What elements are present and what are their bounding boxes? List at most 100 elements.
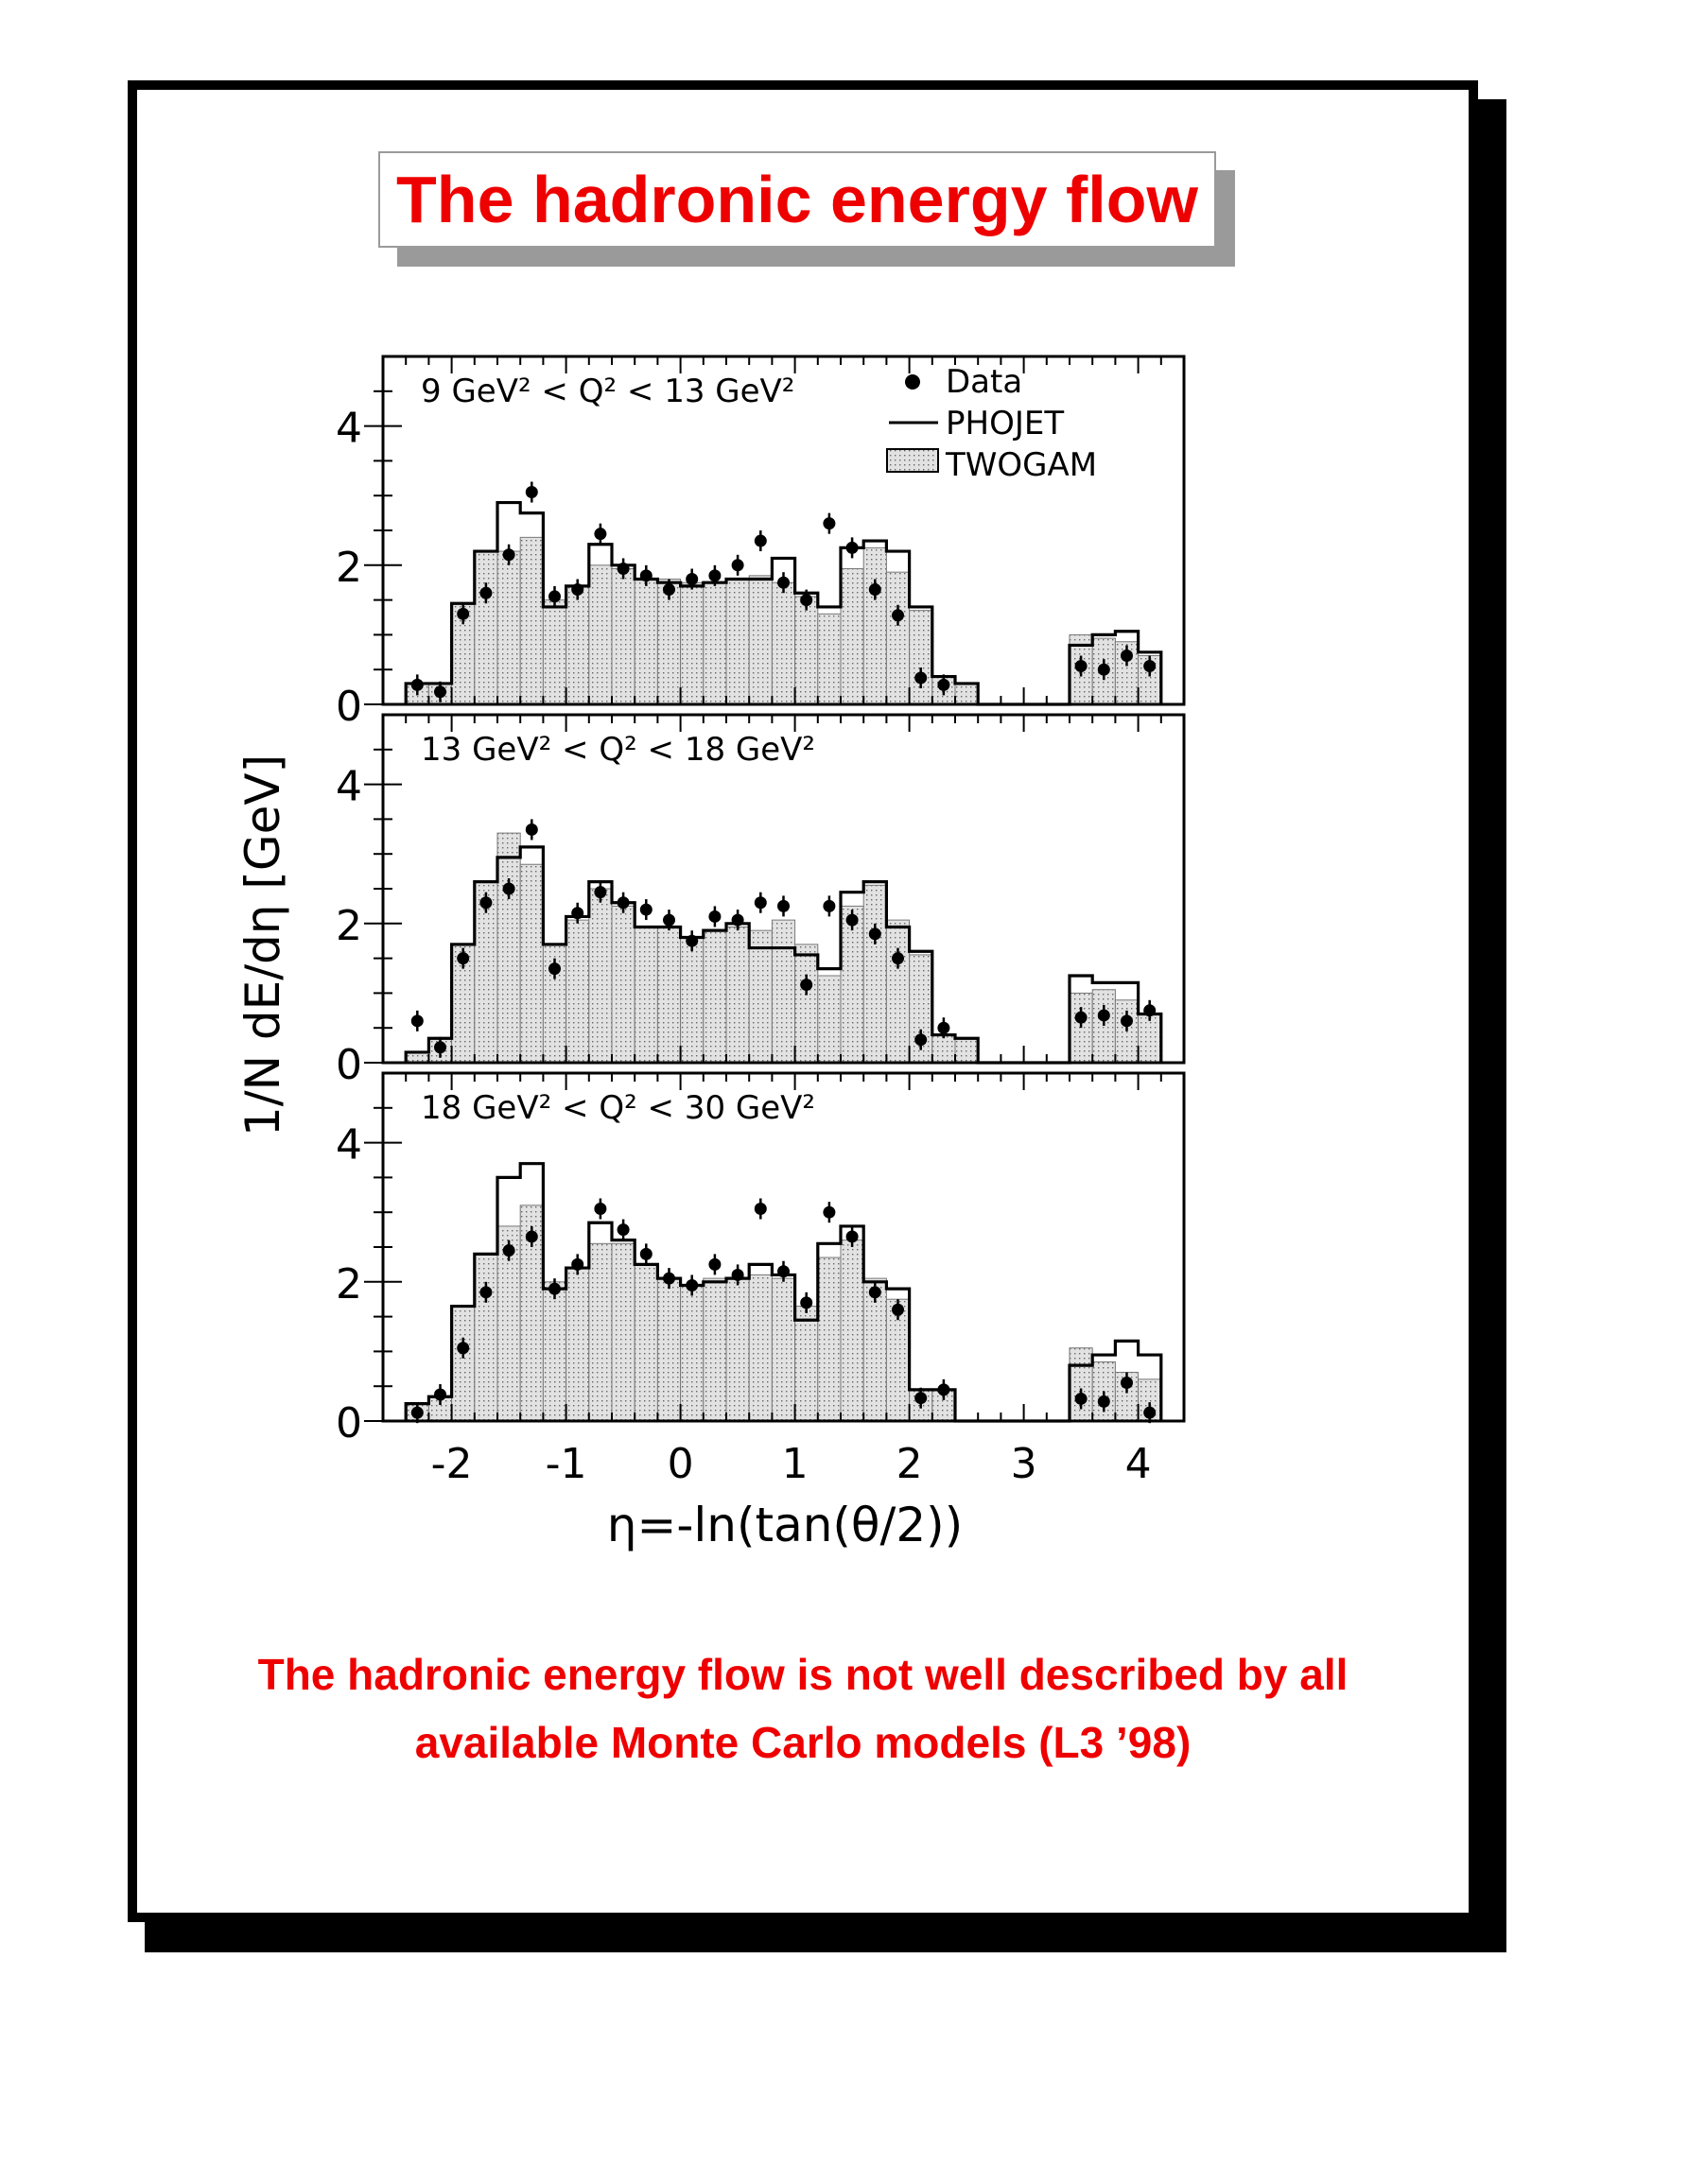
data-point — [1121, 1377, 1133, 1390]
data-point — [639, 569, 653, 582]
twogam-bar — [771, 1277, 796, 1422]
data-point — [731, 1268, 744, 1281]
data-point — [686, 934, 699, 947]
x-tick-label: -2 — [431, 1440, 473, 1488]
caption-line-2: available Monte Carlo models (L3 ’98) — [414, 1718, 1192, 1767]
twogam-bar — [748, 929, 773, 1064]
twogam-bar — [817, 975, 842, 1064]
panel-label: 9 GeV² < Q² < 13 GeV² — [421, 373, 794, 410]
twogam-bar — [611, 905, 635, 1064]
twogam-bar — [885, 919, 911, 1064]
legend-phojet-label: PHOJET — [946, 405, 1064, 442]
y-axis-label: 1/N dE/dη [GeV] — [235, 754, 290, 1136]
data-point — [777, 576, 790, 589]
data-point — [571, 907, 584, 920]
data-point — [731, 913, 744, 927]
data-point — [1097, 663, 1110, 676]
data-point — [548, 1282, 561, 1295]
data-point — [434, 685, 446, 699]
twogam-bar — [496, 550, 521, 705]
data-point — [525, 823, 538, 836]
data-point — [1074, 1011, 1088, 1024]
data-point — [639, 1247, 653, 1260]
y-tick-label: 2 — [336, 902, 362, 950]
data-point — [1143, 1004, 1157, 1017]
twogam-bar — [656, 926, 682, 1064]
y-tick-label: 4 — [336, 1121, 362, 1170]
data-point — [548, 962, 561, 976]
data-point — [937, 678, 950, 691]
data-point — [686, 573, 699, 586]
twogam-bar — [680, 937, 705, 1064]
twogam-bar — [840, 1239, 864, 1422]
twogam-bar — [474, 550, 498, 705]
legend-data-marker — [905, 374, 920, 390]
panel-label: 13 GeV² < Q² < 18 GeV² — [421, 731, 815, 769]
twogam-bar — [703, 1277, 727, 1422]
data-point — [754, 1203, 767, 1216]
twogam-bar — [885, 571, 911, 705]
twogam-bar — [680, 1284, 705, 1422]
twogam-bar — [519, 536, 544, 705]
twogam-bar — [588, 888, 613, 1064]
data-point — [525, 486, 538, 499]
x-axis-label: η=-ln(tan(θ/2)) — [607, 1498, 963, 1552]
y-tick-label: 4 — [336, 405, 362, 453]
data-point — [823, 517, 836, 530]
twogam-bar — [566, 1267, 590, 1422]
data-point — [525, 1230, 538, 1243]
data-point — [823, 1205, 836, 1219]
twogam-bar — [1069, 1347, 1093, 1422]
data-point — [686, 1278, 699, 1291]
twogam-bar — [542, 1281, 567, 1422]
panel-2 — [404, 819, 1163, 1065]
twogam-bar — [703, 929, 727, 1064]
data-point — [663, 1272, 675, 1285]
twogam-bar — [1138, 1013, 1162, 1064]
twogam-bar — [771, 919, 796, 1064]
twogam-bar — [634, 926, 658, 1064]
data-point — [617, 562, 630, 575]
twogam-bar — [519, 863, 544, 1064]
legend-twogam-marker — [886, 448, 939, 473]
data-point — [777, 1265, 790, 1278]
panel-label: 18 GeV² < Q² < 30 GeV² — [421, 1089, 815, 1127]
panel-1 — [404, 481, 1163, 706]
data-point — [594, 528, 607, 541]
twogam-bar — [1091, 989, 1116, 1064]
data-point — [594, 1203, 607, 1216]
data-point — [434, 1388, 446, 1401]
x-tick-label: 0 — [668, 1440, 694, 1488]
data-point — [800, 594, 813, 607]
data-point — [663, 583, 675, 597]
twogam-bar — [931, 1034, 956, 1064]
data-point — [731, 559, 744, 572]
legend-twogam-label: TWOGAM — [945, 446, 1097, 484]
twogam-bar — [725, 579, 750, 705]
data-point — [639, 903, 653, 916]
data-point — [457, 952, 470, 965]
twogam-bar — [1069, 992, 1093, 1064]
twogam-bar — [703, 581, 727, 705]
y-tick-label: 0 — [336, 683, 362, 731]
data-point — [410, 1014, 424, 1028]
twogam-bar — [794, 596, 819, 705]
legend-data-label: Data — [946, 363, 1022, 401]
data-point — [479, 1286, 493, 1299]
data-point — [892, 952, 904, 965]
twogam-bar — [862, 884, 887, 1064]
x-tick-label: 1 — [782, 1440, 809, 1488]
twogam-bar — [725, 926, 750, 1064]
data-point — [1074, 1392, 1088, 1405]
y-tick-label: 4 — [336, 763, 362, 811]
twogam-bar — [611, 1242, 635, 1422]
data-point — [502, 882, 515, 895]
data-point — [868, 1286, 881, 1299]
data-point — [571, 1257, 584, 1271]
data-point — [548, 590, 561, 603]
twogam-bar — [566, 919, 590, 1064]
data-point — [479, 586, 493, 599]
twogam-bar — [405, 1051, 429, 1064]
twogam-bar — [748, 575, 773, 705]
twogam-bar — [634, 579, 658, 705]
